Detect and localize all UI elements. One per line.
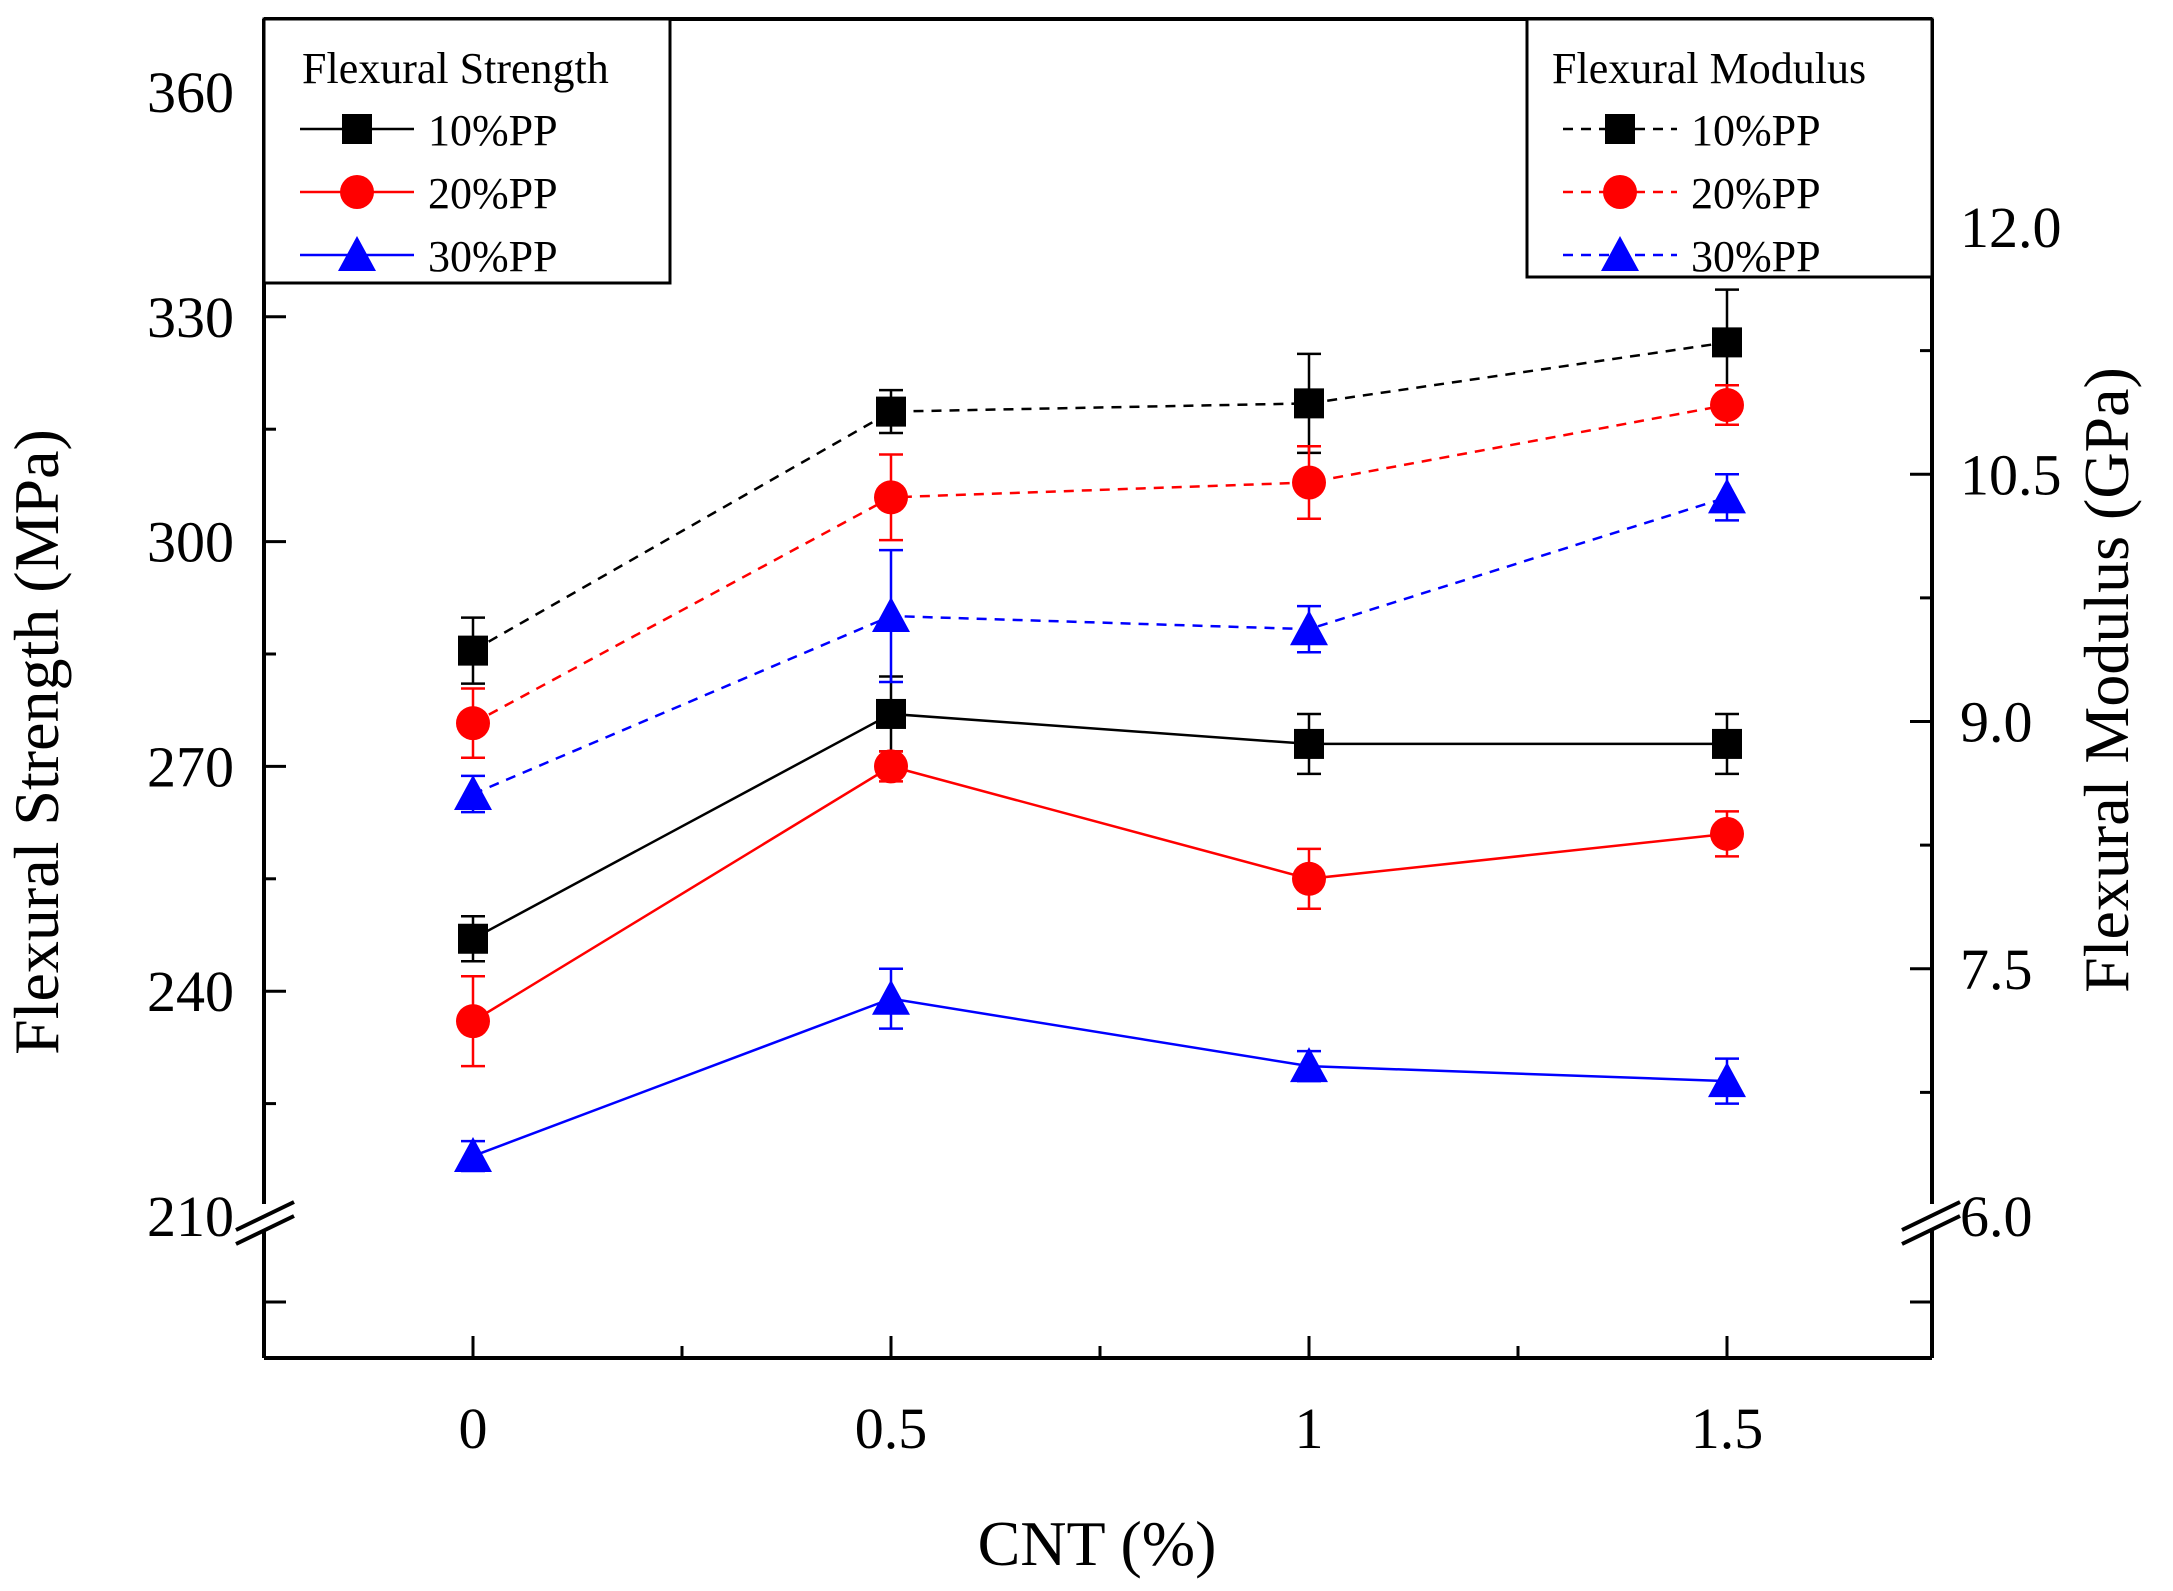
x-axis-title: CNT (%)	[978, 1508, 1217, 1579]
series-line	[472, 997, 1728, 1158]
data-point	[1294, 388, 1324, 419]
data-point	[874, 480, 908, 515]
x-tick-label: 1.5	[1691, 1396, 1764, 1461]
y-axis-left-break-mark	[235, 1214, 295, 1246]
data-point	[1710, 816, 1744, 851]
legend-entry-label: 30%PP	[428, 232, 558, 281]
legend-swatch-marker	[1603, 175, 1637, 209]
legend-title: Flexural Strength	[302, 44, 609, 93]
series-flexural-strength-10pctpp	[458, 675, 1742, 963]
data-point	[872, 597, 910, 633]
y-right-tick-label: 6.0	[1960, 1184, 2033, 1249]
legend-swatch-marker	[1601, 236, 1639, 271]
data-point	[1292, 861, 1326, 896]
y-axis-right-break-mark	[1901, 1200, 1961, 1232]
data-point	[876, 698, 906, 729]
y-right-tick-label: 10.5	[1960, 442, 2062, 507]
x-tick-label: 0	[459, 1396, 488, 1461]
series-line	[472, 341, 1728, 652]
legend-entry-label: 30%PP	[1691, 232, 1821, 281]
data-point	[1292, 465, 1326, 500]
legend-swatch-marker	[342, 114, 372, 144]
data-point	[458, 923, 488, 954]
legends: Flexural Strength10%PP20%PP30%PPFlexural…	[262, 17, 1934, 285]
data-point	[454, 1137, 492, 1173]
legend-box	[1525, 17, 1934, 279]
x-tick-label: 0.5	[855, 1396, 928, 1461]
series-line	[472, 712, 1727, 940]
y-left-tick-label: 330	[147, 285, 234, 350]
y-right-tick-label: 9.0	[1960, 690, 2033, 755]
y-left-tick-label: 300	[147, 510, 234, 575]
series-flexural-strength-20pctpp	[456, 749, 1744, 1068]
data-point	[1712, 728, 1742, 759]
legend-entry-label: 20%PP	[428, 169, 558, 218]
y-right-tick-label: 7.5	[1960, 937, 2033, 1002]
data-point	[874, 749, 908, 784]
series-layer	[454, 288, 1746, 1173]
axes: 0 0.5 1 1.5 210 240 270 300 330 360 6.0 7.5 9.0 10.5 1…	[147, 17, 2062, 1461]
data-point	[1290, 1047, 1328, 1083]
data-point	[876, 396, 906, 427]
data-point	[1294, 728, 1324, 759]
data-point	[1708, 1062, 1746, 1098]
data-point	[1710, 388, 1744, 423]
series-flexural-modulus-30pctpp	[454, 473, 1746, 814]
legend-swatch-marker	[340, 175, 374, 209]
y-left-tick-label: 270	[147, 734, 234, 799]
series-flexural-modulus-10pctpp	[458, 288, 1742, 685]
y-axis-left-title: Flexural Strength (MPa)	[1, 429, 72, 1055]
legend-swatch-marker	[338, 236, 376, 271]
data-point	[454, 775, 492, 811]
legend-box	[262, 17, 672, 285]
y-axis-right-break-mark	[1901, 1214, 1961, 1246]
series-line	[472, 403, 1728, 725]
data-point	[456, 1004, 490, 1039]
legend-entry-label: 10%PP	[428, 106, 558, 155]
series-line	[472, 765, 1728, 1023]
data-point	[1290, 610, 1328, 646]
data-point	[458, 635, 488, 666]
data-point	[456, 706, 490, 741]
x-tick-label: 1	[1295, 1396, 1324, 1461]
legend-entry-label: 20%PP	[1691, 169, 1821, 218]
y-left-tick-label: 210	[147, 1184, 234, 1249]
series-flexural-modulus-20pctpp	[456, 383, 1744, 760]
y-axis-left-break-mark	[235, 1200, 295, 1232]
y-left-tick-label: 360	[147, 60, 234, 125]
legend-title: Flexural Modulus	[1552, 44, 1866, 93]
data-point	[1712, 327, 1742, 358]
legend-flexural-modulus: Flexural Modulus 10%PP 20%PP 30%PP	[1525, 17, 1934, 281]
series-flexural-strength-30pctpp	[454, 967, 1746, 1173]
data-point	[872, 979, 910, 1015]
y-right-tick-label: 12.0	[1960, 195, 2062, 260]
legend-entry-label: 10%PP	[1691, 106, 1821, 155]
legend-flexural-strength: Flexural Strength 10%PP 20%PP 30%PP	[262, 17, 672, 285]
data-point	[1708, 478, 1746, 514]
legend-swatch-marker	[1605, 114, 1635, 144]
y-left-tick-label: 240	[147, 959, 234, 1024]
y-axis-right-title: Flexural Modulus (GPa)	[2071, 367, 2142, 993]
